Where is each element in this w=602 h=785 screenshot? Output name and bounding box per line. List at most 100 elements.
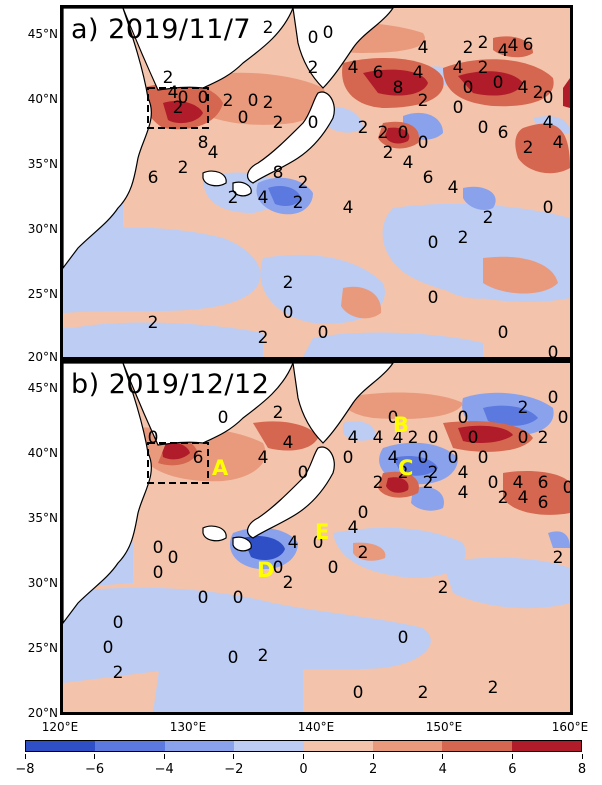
- contour-label: 0: [233, 588, 244, 608]
- colorbar-segment: [303, 741, 373, 751]
- contour-label: 0: [298, 463, 309, 483]
- colorbar-segment: [26, 741, 96, 751]
- contour-label: 4: [518, 78, 529, 98]
- contour-label: 2: [418, 91, 429, 111]
- contour-label: 2: [263, 18, 274, 38]
- contour-label: 4: [258, 188, 269, 208]
- contour-label: 2: [478, 58, 489, 78]
- contour-label: 2: [483, 208, 494, 228]
- contour-label: 2: [358, 118, 369, 138]
- colorbar-tick-label: −8: [15, 762, 35, 777]
- contour-label: 2: [523, 138, 534, 158]
- colorbar-segment: [442, 741, 512, 751]
- contour-label: 2: [463, 38, 474, 58]
- contour-label: 2: [428, 463, 439, 483]
- contour-label: 4: [388, 448, 399, 468]
- contour-label: 4: [448, 178, 459, 198]
- contour-label: 0: [543, 88, 554, 108]
- region-label-a: A: [212, 456, 229, 480]
- contour-label: 2: [283, 273, 294, 293]
- contour-label: 6: [373, 63, 384, 83]
- contour-label: 6: [148, 168, 159, 188]
- contour-label: 2: [418, 683, 429, 703]
- contour-label: 0: [478, 448, 489, 468]
- contour-label: 0: [328, 558, 339, 578]
- contour-label: 2: [113, 663, 124, 683]
- contour-label: 8: [273, 163, 284, 183]
- contour-label: 4: [498, 41, 509, 61]
- colorbar-segment: [95, 741, 165, 751]
- contour-label: 0: [273, 558, 284, 578]
- contour-label: 4: [508, 36, 519, 56]
- colorbar-tick: [303, 754, 304, 759]
- colorbar: [25, 740, 582, 752]
- contour-label: 2: [408, 428, 419, 448]
- contour-label: 4: [343, 198, 354, 218]
- contour-label: 0: [218, 408, 229, 428]
- contour-label: 0: [103, 638, 114, 658]
- contour-label: 4: [348, 518, 359, 538]
- contour-label: 0: [113, 613, 124, 633]
- colorbar-tick: [511, 754, 513, 759]
- lon-label-120: 120°E: [41, 720, 79, 734]
- contour-label: 0: [453, 98, 464, 118]
- contour-label: 0: [428, 233, 439, 253]
- contour-label: 2: [553, 548, 564, 568]
- contour-label: 6: [498, 123, 509, 143]
- contour-label: 0: [198, 88, 209, 108]
- contour-label: 2: [378, 123, 389, 143]
- study-region-box-a: [147, 87, 209, 129]
- contour-label: 4: [413, 63, 424, 83]
- contour-label: 6: [423, 168, 434, 188]
- region-label-c: C: [398, 456, 414, 480]
- lat-label-a-25: 25°N: [27, 287, 58, 301]
- contour-label: 0: [248, 91, 259, 111]
- contour-label: 4: [518, 488, 529, 508]
- lat-label-a-40: 40°N: [27, 92, 58, 106]
- contour-label: 8: [198, 133, 209, 153]
- contour-label: 0: [418, 448, 429, 468]
- colorbar-tick: [163, 754, 165, 759]
- contour-label: 4: [283, 433, 294, 453]
- contour-label: 2: [423, 473, 434, 493]
- contour-label: 0: [308, 113, 319, 133]
- negative-anomaly-areas-b: [63, 512, 570, 712]
- colorbar-tick-label: −4: [154, 762, 174, 777]
- contour-label: 2: [308, 58, 319, 78]
- contour-label: 0: [148, 428, 159, 448]
- contour-label: 6: [538, 473, 549, 493]
- land-areas-a: [63, 8, 394, 269]
- lat-label-b-20: 20°N: [27, 706, 58, 720]
- contour-label: 2: [538, 428, 549, 448]
- contour-label: 0: [468, 428, 479, 448]
- contour-label: 0: [543, 198, 554, 218]
- anomaly-map-b: 0200444420004202004046224246020000000020…: [63, 363, 570, 712]
- contour-label: 0: [448, 448, 459, 468]
- colorbar-tick: [24, 754, 26, 759]
- contour-label: 6: [193, 448, 204, 468]
- contour-label: 0: [308, 28, 319, 48]
- contour-label: 2: [273, 403, 284, 423]
- colorbar-tick-label: 0: [299, 762, 308, 777]
- contour-label: 0: [228, 648, 239, 668]
- contour-label: 4: [208, 143, 219, 163]
- lat-label-b-45: 45°N: [27, 381, 58, 395]
- contour-label: 0: [353, 683, 364, 703]
- colorbar-tick-label: 2: [368, 762, 378, 777]
- region-label-d: D: [257, 558, 275, 582]
- lon-label-150: 150°E: [425, 720, 463, 734]
- map-panel-b: 0200444420004202004046224246020000000020…: [60, 360, 573, 715]
- contour-label: 2: [438, 578, 449, 598]
- contour-label: 2: [498, 488, 509, 508]
- contour-label: 2: [383, 143, 394, 163]
- contour-label: 2: [148, 313, 159, 333]
- contour-label: 2: [258, 646, 269, 666]
- land-areas-b: [63, 363, 394, 624]
- contour-label: 2: [258, 328, 269, 348]
- contour-label: 2: [298, 173, 309, 193]
- contour-label: 4: [458, 483, 469, 503]
- contour-label: 4: [258, 448, 269, 468]
- colorbar-tick: [581, 754, 583, 759]
- contour-label: 0: [198, 588, 209, 608]
